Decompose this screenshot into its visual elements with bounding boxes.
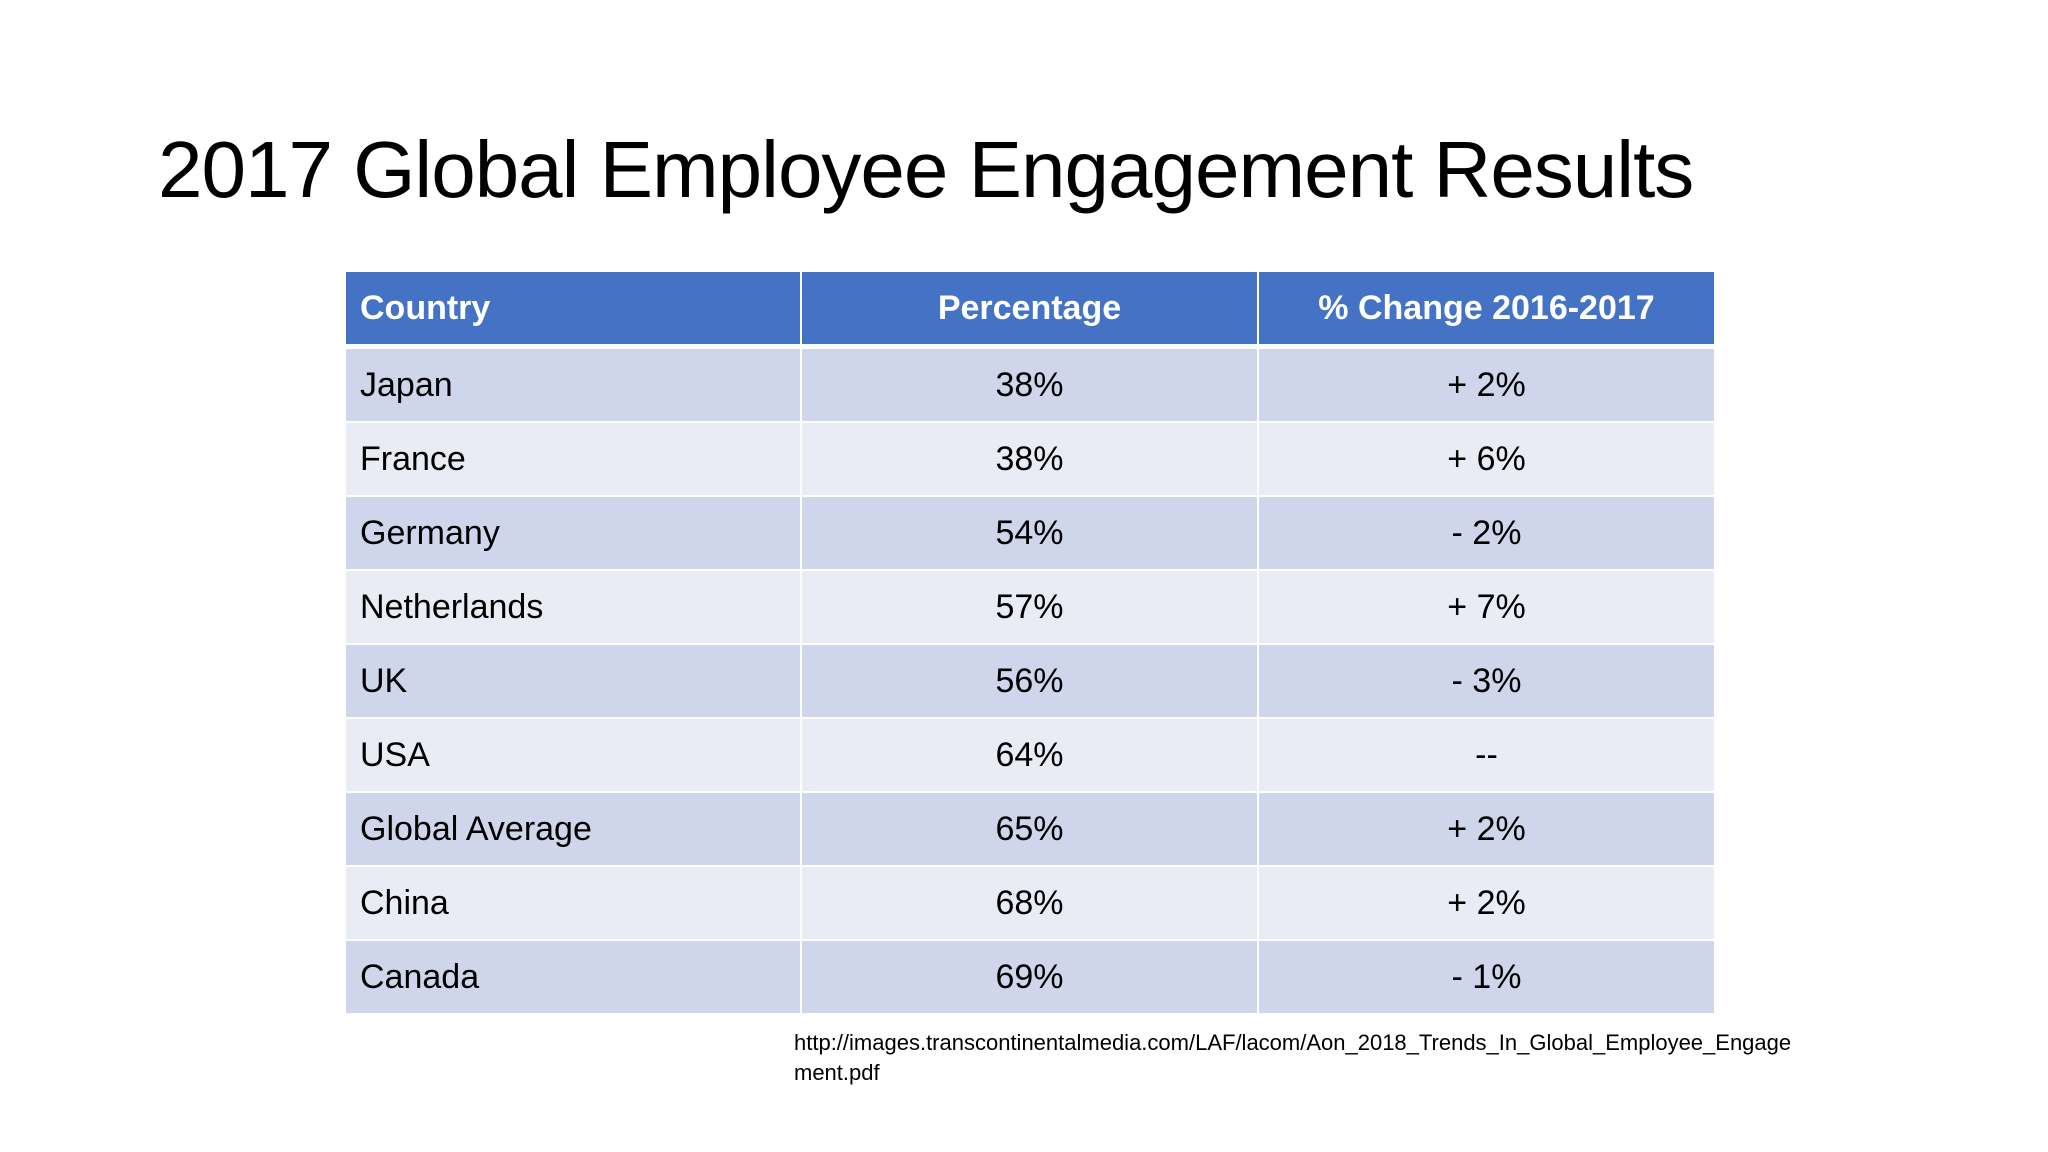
cell-percentage: 38% <box>800 345 1259 423</box>
cell-percentage: 57% <box>800 569 1259 645</box>
engagement-table: Country Percentage % Change 2016-2017 Ja… <box>344 270 1716 1015</box>
cell-percentage: 64% <box>800 717 1259 793</box>
cell-change: - 1% <box>1257 939 1716 1015</box>
cell-country: Global Average <box>344 791 802 867</box>
cell-country: UK <box>344 643 802 719</box>
header-change: % Change 2016-2017 <box>1257 270 1716 349</box>
cell-country: Netherlands <box>344 569 802 645</box>
cell-country: Canada <box>344 939 802 1015</box>
table-row: USA 64% -- <box>344 717 1716 793</box>
cell-percentage: 68% <box>800 865 1259 941</box>
cell-change: + 6% <box>1257 421 1716 497</box>
cell-change: - 2% <box>1257 495 1716 571</box>
cell-change: + 2% <box>1257 345 1716 423</box>
table-row: China 68% + 2% <box>344 865 1716 941</box>
table-row: Canada 69% - 1% <box>344 939 1716 1015</box>
cell-change: - 3% <box>1257 643 1716 719</box>
source-url: http://images.transcontinentalmedia.com/… <box>794 1028 1894 1088</box>
cell-percentage: 65% <box>800 791 1259 867</box>
cell-change: + 2% <box>1257 791 1716 867</box>
cell-percentage: 38% <box>800 421 1259 497</box>
cell-change: + 7% <box>1257 569 1716 645</box>
cell-change: -- <box>1257 717 1716 793</box>
cell-percentage: 56% <box>800 643 1259 719</box>
table-row: France 38% + 6% <box>344 421 1716 497</box>
cell-percentage: 54% <box>800 495 1259 571</box>
cell-country: Japan <box>344 345 802 423</box>
cell-country: USA <box>344 717 802 793</box>
header-country: Country <box>344 270 802 349</box>
cell-change: + 2% <box>1257 865 1716 941</box>
source-url-line-2: ment.pdf <box>794 1060 880 1085</box>
cell-country: Germany <box>344 495 802 571</box>
table-row: Global Average 65% + 2% <box>344 791 1716 867</box>
cell-country: France <box>344 421 802 497</box>
table-header-row: Country Percentage % Change 2016-2017 <box>344 270 1716 349</box>
header-percentage: Percentage <box>800 270 1259 349</box>
table-row: Netherlands 57% + 7% <box>344 569 1716 645</box>
source-url-line-1: http://images.transcontinentalmedia.com/… <box>794 1030 1792 1055</box>
table-row: UK 56% - 3% <box>344 643 1716 719</box>
cell-country: China <box>344 865 802 941</box>
table-row: Germany 54% - 2% <box>344 495 1716 571</box>
slide-title: 2017 Global Employee Engagement Results <box>158 125 1694 214</box>
cell-percentage: 69% <box>800 939 1259 1015</box>
table-row: Japan 38% + 2% <box>344 345 1716 423</box>
